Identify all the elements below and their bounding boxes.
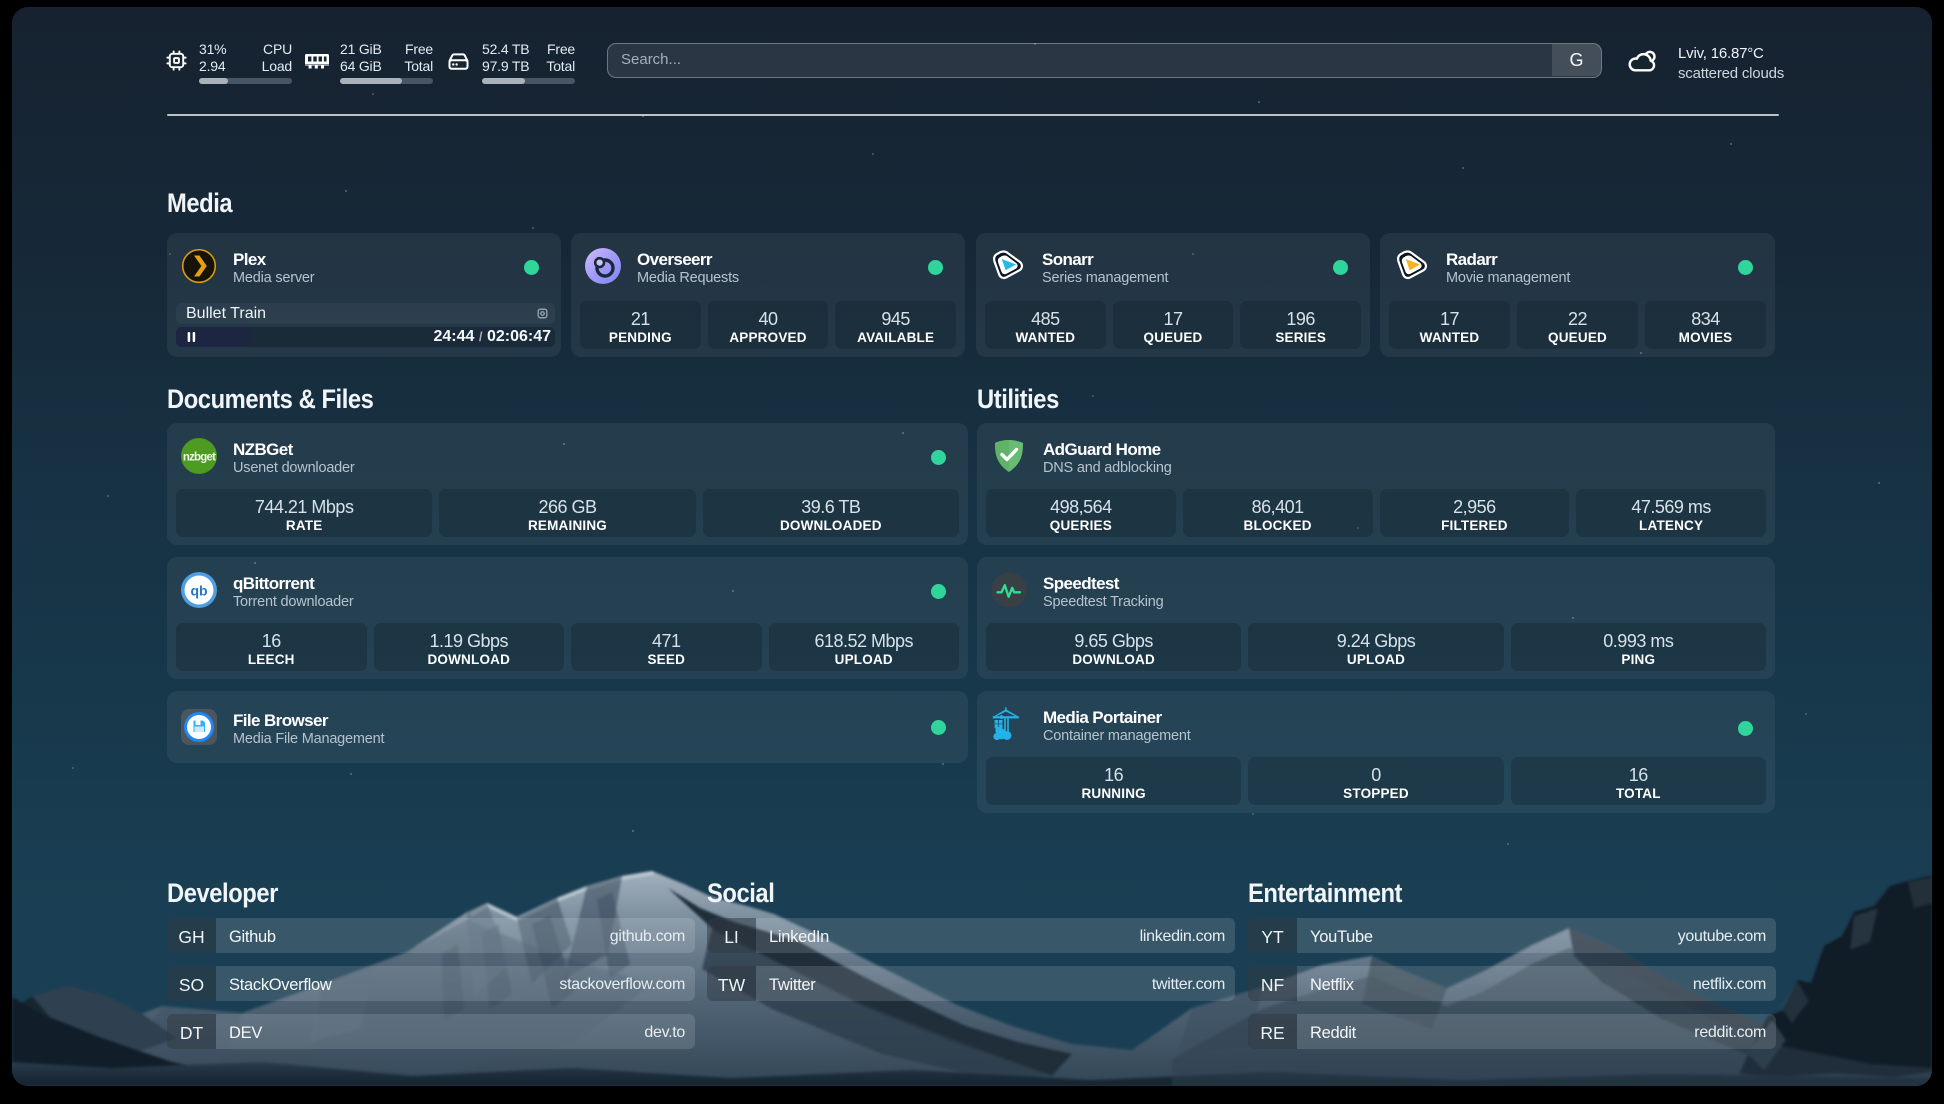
svg-text:qb: qb bbox=[190, 583, 207, 599]
svg-text:nzbget: nzbget bbox=[183, 452, 216, 464]
